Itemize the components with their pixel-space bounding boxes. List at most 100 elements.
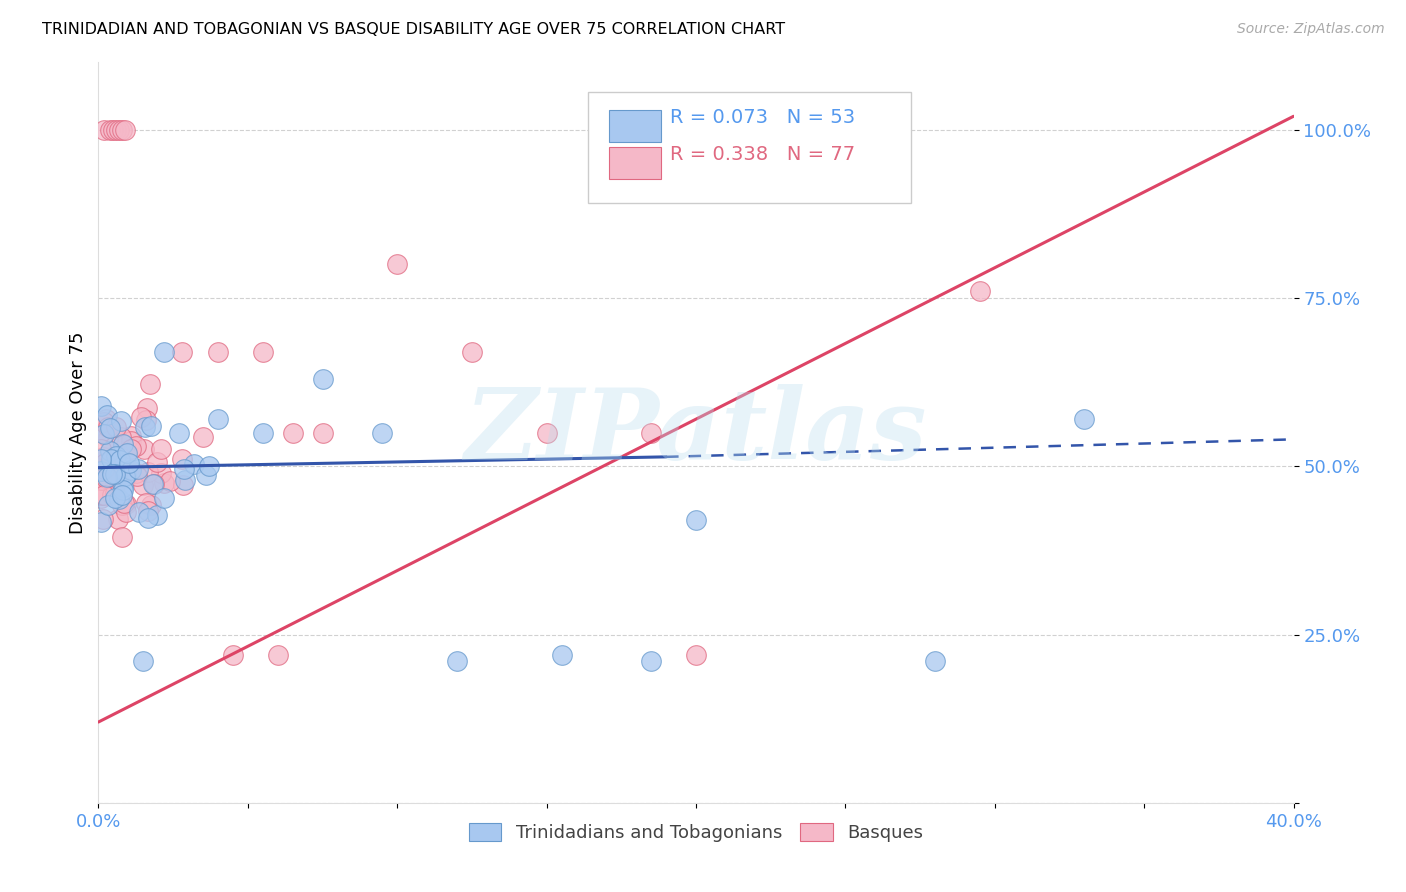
Point <box>640 425 662 440</box>
Point <box>121 465 143 479</box>
Point <box>142 477 165 491</box>
Point <box>252 425 274 440</box>
FancyBboxPatch shape <box>609 147 661 179</box>
Point <box>120 434 142 449</box>
Point <box>108 122 131 136</box>
Text: TRINIDADIAN AND TOBAGONIAN VS BASQUE DISABILITY AGE OVER 75 CORRELATION CHART: TRINIDADIAN AND TOBAGONIAN VS BASQUE DIS… <box>42 22 786 37</box>
Point <box>685 513 707 527</box>
Point <box>194 467 217 482</box>
Point <box>138 465 160 479</box>
Point <box>550 648 572 662</box>
Point <box>120 463 142 477</box>
Point <box>111 483 134 498</box>
Point <box>100 452 122 467</box>
Point <box>136 510 159 524</box>
Point <box>97 420 120 434</box>
Point <box>183 457 205 471</box>
Point <box>134 420 156 434</box>
Point <box>90 425 112 439</box>
Point <box>91 511 114 525</box>
Point <box>139 377 162 392</box>
Point <box>143 477 166 491</box>
Point <box>135 413 157 427</box>
Point <box>112 436 135 450</box>
Point <box>93 415 115 429</box>
Point <box>267 648 290 662</box>
Point <box>924 655 946 669</box>
Point <box>110 413 132 427</box>
Point <box>118 456 141 470</box>
Point <box>152 491 174 505</box>
Point <box>311 425 333 440</box>
Point <box>207 344 229 359</box>
Point <box>94 456 117 470</box>
Point <box>93 462 115 476</box>
Point <box>969 285 991 299</box>
Point <box>173 474 195 488</box>
Point <box>96 408 118 422</box>
Point <box>105 122 128 136</box>
Point <box>90 452 112 467</box>
Point <box>132 655 155 669</box>
Point <box>108 491 131 506</box>
Point <box>90 473 112 487</box>
Point <box>167 425 190 440</box>
Point <box>111 487 134 501</box>
Point <box>98 444 121 458</box>
Point <box>112 479 135 493</box>
Point <box>135 401 157 416</box>
Point <box>149 442 172 457</box>
Point <box>104 478 127 492</box>
Point <box>120 429 142 443</box>
Point <box>159 474 181 488</box>
Point <box>129 409 152 424</box>
Text: ZIPatlas: ZIPatlas <box>465 384 927 481</box>
Point <box>640 655 662 669</box>
Point <box>105 471 128 485</box>
Point <box>90 399 112 413</box>
Point <box>93 122 115 136</box>
Point <box>252 344 274 359</box>
Point <box>111 122 134 136</box>
Point <box>446 655 468 669</box>
Point <box>104 485 127 500</box>
Point <box>97 498 120 512</box>
Point <box>110 429 132 443</box>
Point <box>115 505 138 519</box>
Point <box>93 427 115 442</box>
Point <box>132 442 155 457</box>
Point <box>536 425 558 440</box>
Point <box>198 459 221 474</box>
Point <box>149 466 172 480</box>
Point <box>152 476 174 491</box>
Point <box>371 425 394 440</box>
Point <box>385 257 409 271</box>
Point <box>98 420 121 434</box>
Point <box>114 497 136 511</box>
Point <box>90 464 112 478</box>
Point <box>114 122 136 136</box>
Text: R = 0.073   N = 53: R = 0.073 N = 53 <box>669 109 855 128</box>
Point <box>108 453 131 467</box>
Point <box>685 648 707 662</box>
Point <box>139 499 162 513</box>
Point <box>105 433 128 447</box>
Point <box>135 496 157 510</box>
Text: R = 0.338   N = 77: R = 0.338 N = 77 <box>669 145 855 164</box>
Point <box>114 469 136 483</box>
Point <box>127 462 149 476</box>
Point <box>115 446 138 460</box>
Point <box>98 122 122 136</box>
Point <box>90 488 112 502</box>
Point <box>139 419 162 434</box>
Point <box>461 344 484 359</box>
Point <box>172 344 194 359</box>
Point <box>115 468 138 483</box>
Point <box>90 442 112 456</box>
Point <box>100 488 122 502</box>
Point <box>111 530 134 544</box>
Legend: Trinidadians and Tobagonians, Basques: Trinidadians and Tobagonians, Basques <box>461 816 931 849</box>
Point <box>1073 412 1095 426</box>
Point <box>132 478 155 492</box>
Point <box>91 450 114 465</box>
